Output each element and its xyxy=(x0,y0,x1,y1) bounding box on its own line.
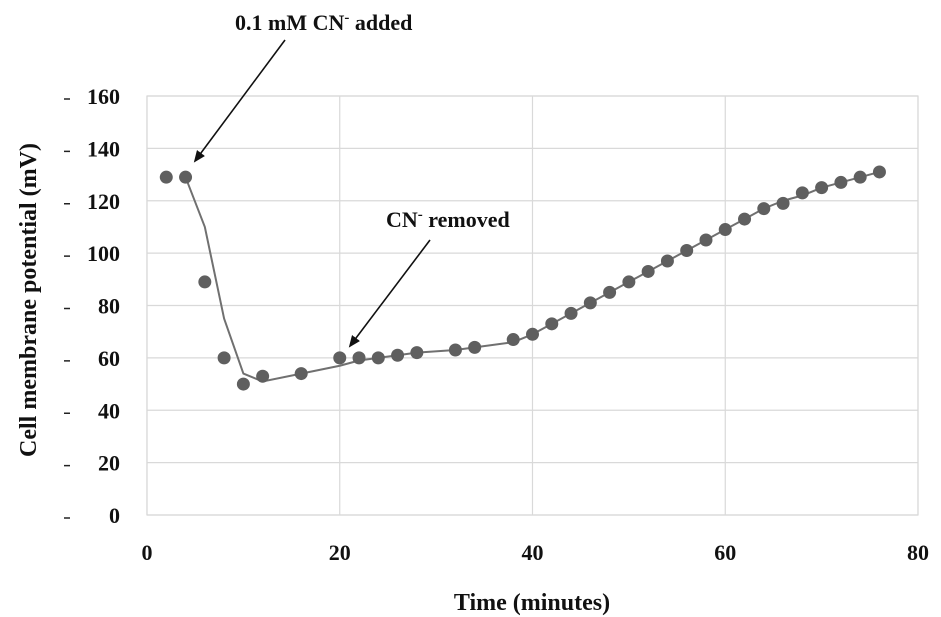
y-tick-label: 140 xyxy=(87,136,120,161)
data-point xyxy=(660,254,674,268)
y-axis-title: Cell membrane potential (mV) xyxy=(16,143,42,457)
data-point xyxy=(757,202,771,216)
data-point xyxy=(448,343,462,357)
plot-frame xyxy=(146,95,919,516)
annotation-cn-removed-label-rest: removed xyxy=(423,207,510,232)
annotation-cn-removed: CN- removed xyxy=(348,207,510,348)
data-point xyxy=(410,346,424,360)
y-tick-label: 0 xyxy=(109,503,120,528)
x-tick-label: 80 xyxy=(907,540,929,565)
data-point xyxy=(853,170,867,184)
annotation-cn-added-superscript: - xyxy=(344,10,349,26)
data-point xyxy=(256,369,270,383)
data-point xyxy=(159,170,173,184)
data-point xyxy=(294,367,308,381)
data-point xyxy=(738,212,752,226)
data-point xyxy=(217,351,231,365)
data-point xyxy=(583,296,597,310)
data-point xyxy=(815,181,829,195)
data-point xyxy=(564,306,578,320)
data-point xyxy=(603,285,617,299)
data-point xyxy=(391,348,405,362)
x-tick-label: 0 xyxy=(142,540,153,565)
data-point xyxy=(622,275,636,289)
data-point xyxy=(526,327,539,341)
annotation-cn-removed-arrow xyxy=(348,239,431,348)
data-point xyxy=(198,275,212,289)
annotation-cn-removed-label: CN xyxy=(386,207,418,232)
data-point xyxy=(506,333,520,347)
data-point xyxy=(699,233,713,247)
data-point xyxy=(795,186,809,200)
annotation-cn-added-label-rest: added xyxy=(349,10,412,35)
y-tick-label: 40 xyxy=(98,398,120,423)
y-tick-label: 120 xyxy=(87,189,120,214)
y-tick-label: 160 xyxy=(87,84,120,109)
data-point xyxy=(872,165,886,179)
data-point xyxy=(545,317,559,331)
annotation-cn-added: 0.1 mM CN- added xyxy=(193,10,412,163)
annotation-cn-removed-superscript: - xyxy=(418,207,423,223)
data-point xyxy=(352,351,366,365)
x-tick-label: 40 xyxy=(522,540,544,565)
data-point xyxy=(468,340,482,354)
x-tick-label: 60 xyxy=(714,540,736,565)
data-point xyxy=(776,196,790,210)
data-points xyxy=(159,165,886,391)
data-point xyxy=(236,377,250,391)
data-point xyxy=(834,175,848,189)
data-point xyxy=(718,223,732,237)
y-tick-label: 60 xyxy=(98,346,120,371)
annotation-cn-added-arrow xyxy=(193,39,286,163)
y-tick-label: 80 xyxy=(98,294,120,319)
data-point xyxy=(371,351,385,365)
data-point xyxy=(680,244,694,258)
plot-border xyxy=(146,95,919,516)
gridlines xyxy=(146,95,919,516)
data-point xyxy=(641,264,655,278)
data-point xyxy=(179,170,193,184)
tick-labels: 0 20 40 60 80 100 120 140 160 0 20 40 60 80 xyxy=(64,84,929,565)
y-tick-label: 20 xyxy=(98,451,120,476)
svg-text:CN- removed: CN- removed xyxy=(386,207,510,232)
x-tick-label: 20 xyxy=(329,540,351,565)
data-point xyxy=(333,351,347,365)
y-tick-label: 100 xyxy=(87,241,120,266)
annotation-cn-added-label: 0.1 mM CN xyxy=(235,10,344,35)
x-axis-title: Time (minutes) xyxy=(454,590,610,616)
svg-text:0.1 mM CN- added: 0.1 mM CN- added xyxy=(235,10,412,35)
